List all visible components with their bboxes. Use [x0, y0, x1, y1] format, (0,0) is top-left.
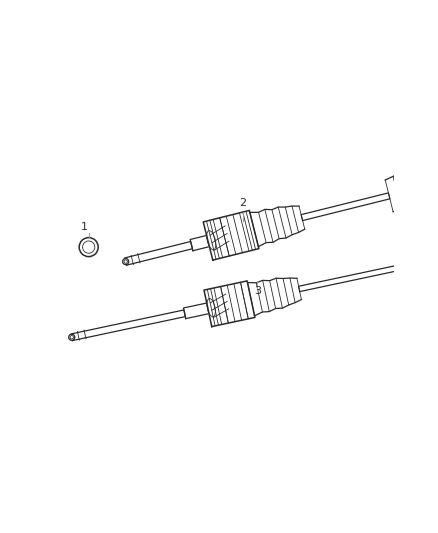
- Polygon shape: [184, 303, 209, 319]
- Text: 1: 1: [81, 222, 88, 232]
- Polygon shape: [299, 264, 404, 292]
- Ellipse shape: [69, 334, 75, 341]
- Polygon shape: [204, 281, 255, 327]
- Text: 2: 2: [240, 198, 247, 208]
- Text: 3: 3: [254, 286, 261, 296]
- Ellipse shape: [123, 259, 129, 264]
- Polygon shape: [301, 193, 390, 221]
- Polygon shape: [125, 241, 192, 265]
- Polygon shape: [190, 236, 209, 251]
- Ellipse shape: [83, 241, 95, 253]
- Polygon shape: [203, 211, 259, 260]
- Polygon shape: [71, 310, 185, 341]
